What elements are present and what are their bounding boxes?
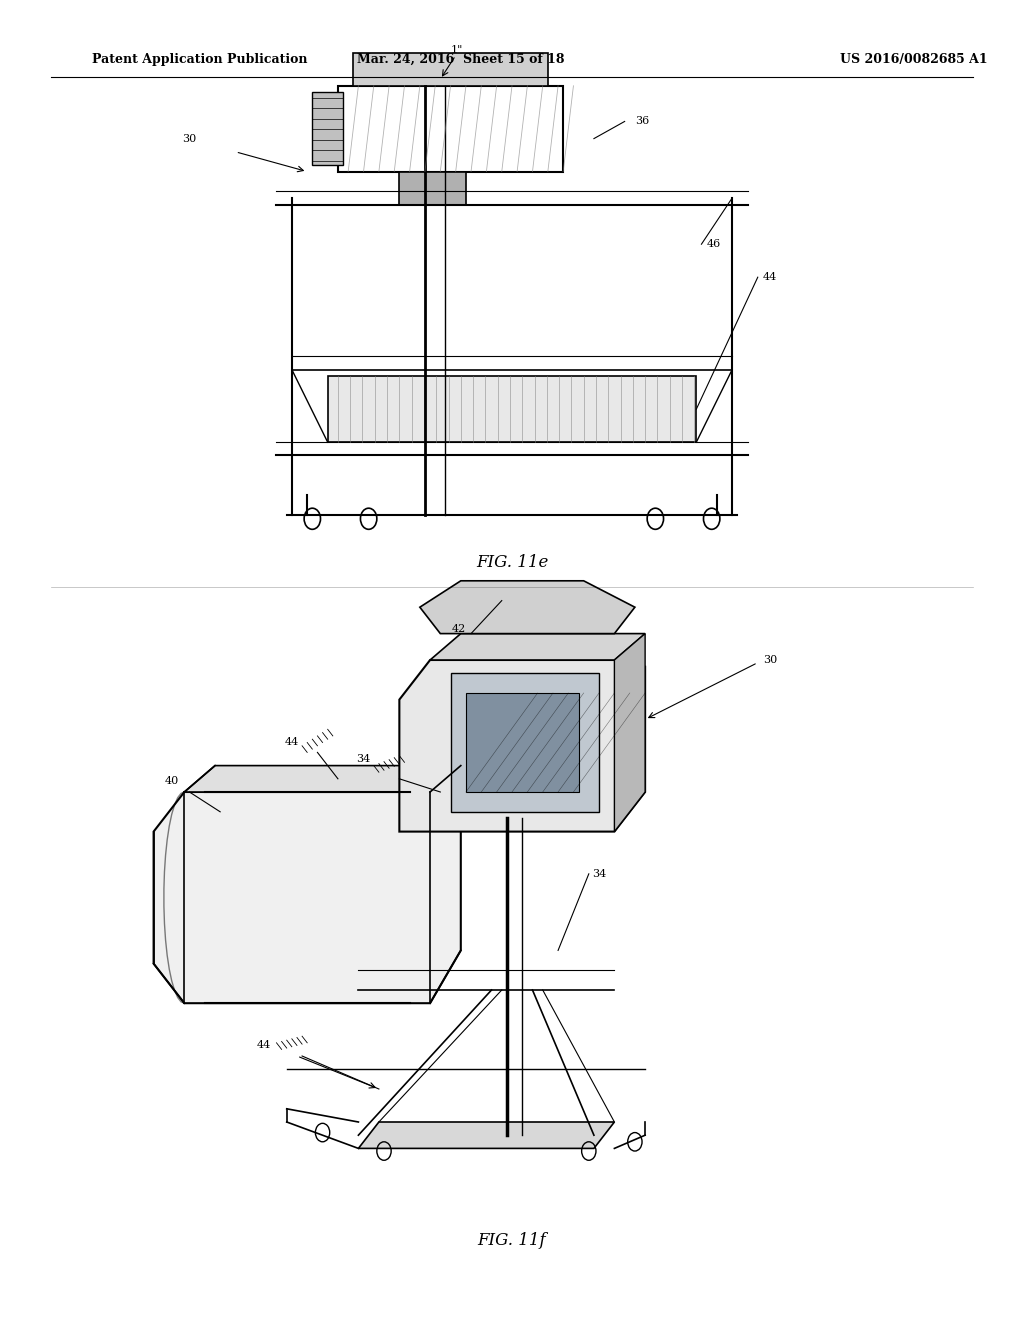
Text: 42: 42 [452,623,466,634]
Polygon shape [399,660,645,832]
Polygon shape [466,693,579,792]
FancyBboxPatch shape [399,172,466,205]
FancyBboxPatch shape [328,376,696,442]
Text: 30: 30 [182,133,197,144]
Text: 1": 1" [451,45,463,55]
Text: 40: 40 [165,776,179,787]
Text: 44: 44 [257,1040,271,1051]
Text: 44: 44 [763,272,777,282]
Text: 46: 46 [707,239,721,249]
Text: 30: 30 [763,655,777,665]
Text: 34: 34 [356,754,371,764]
Text: US 2016/0082685 A1: US 2016/0082685 A1 [840,53,987,66]
Text: 44: 44 [285,737,299,747]
Polygon shape [154,792,461,1003]
Polygon shape [451,673,599,812]
Polygon shape [614,634,645,832]
Polygon shape [184,766,461,792]
FancyBboxPatch shape [338,86,563,172]
Text: Patent Application Publication: Patent Application Publication [92,53,307,66]
Polygon shape [358,1122,614,1148]
Polygon shape [420,581,635,634]
Text: FIG. 11f: FIG. 11f [477,1233,547,1249]
Text: Mar. 24, 2016  Sheet 15 of 18: Mar. 24, 2016 Sheet 15 of 18 [357,53,564,66]
Polygon shape [430,634,645,660]
FancyBboxPatch shape [312,92,343,165]
Text: FIG. 11e: FIG. 11e [476,554,548,570]
Text: 36: 36 [635,116,649,127]
FancyBboxPatch shape [353,53,548,86]
Text: 34: 34 [592,869,606,879]
